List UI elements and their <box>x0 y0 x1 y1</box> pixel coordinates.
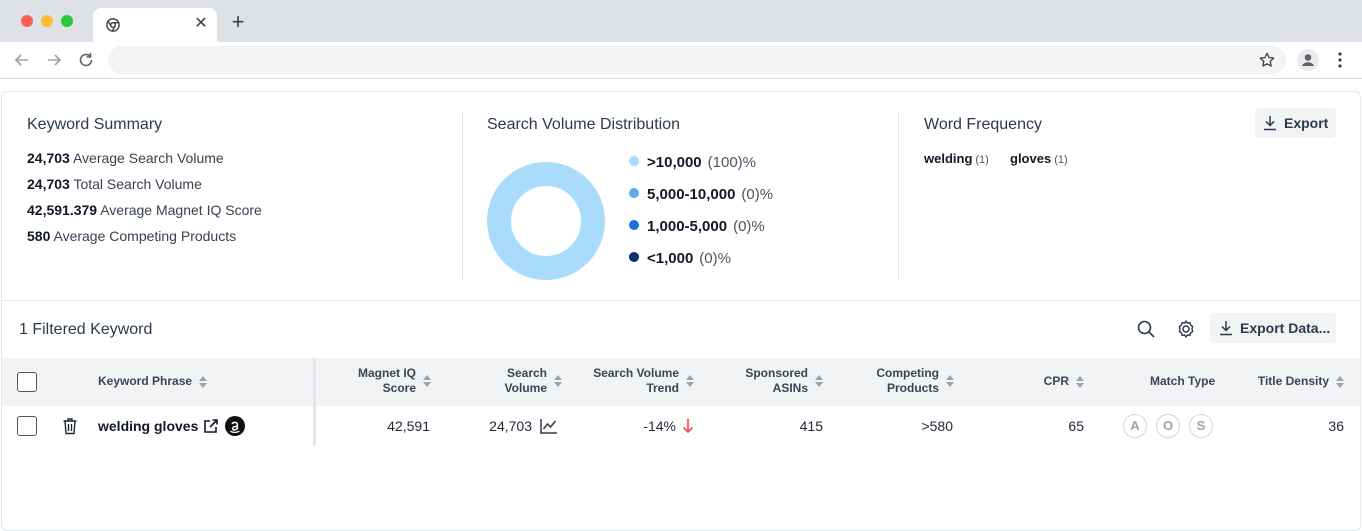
sponsored-asins: 415 <box>799 418 823 434</box>
section-divider <box>462 112 463 280</box>
trend-chart-icon[interactable] <box>540 418 558 434</box>
distribution-donut-chart <box>487 162 605 280</box>
match-type-badge[interactable]: A <box>1123 414 1147 438</box>
external-link-icon[interactable] <box>203 418 219 434</box>
column-header-title-density[interactable]: Title Density <box>1242 374 1344 389</box>
sort-icon[interactable] <box>1076 375 1084 389</box>
keyword-results-card: Keyword Summary 24,703 Average Search Vo… <box>1 91 1361 531</box>
trend-down-arrow-icon <box>682 419 694 434</box>
search-volume-trend: -14% <box>643 418 676 434</box>
settings-gear-icon[interactable] <box>1176 319 1196 339</box>
title-density: 36 <box>1328 418 1344 434</box>
maximize-window-button[interactable] <box>61 15 73 27</box>
section-divider <box>2 300 1360 301</box>
legend-item-over-10000: >10,000 (100)% <box>629 154 756 171</box>
reload-icon[interactable] <box>76 50 96 70</box>
column-header-search-volume[interactable]: Search Volume <box>472 366 562 396</box>
amazon-icon[interactable] <box>225 416 245 436</box>
search-icon[interactable] <box>1136 319 1156 339</box>
forward-arrow-icon[interactable] <box>44 50 64 70</box>
browser-tab-bar: ✕ + <box>0 0 1362 42</box>
column-header-search-volume-trend[interactable]: Search Volume Trend <box>582 366 694 396</box>
tab-close-icon[interactable]: ✕ <box>194 15 208 32</box>
stat-total-search-volume: 24,703 Total Search Volume <box>27 176 202 192</box>
stat-average-magnet-iq-score: 42,591.379 Average Magnet IQ Score <box>27 202 262 218</box>
legend-dot <box>629 188 639 198</box>
chrome-icon <box>106 18 120 32</box>
sticky-column-divider <box>313 358 316 446</box>
competing-products: >580 <box>921 418 953 434</box>
word-frequency-title: Word Frequency <box>924 116 1042 133</box>
browser-menu-icon[interactable] <box>1332 51 1348 69</box>
address-bar[interactable] <box>108 46 1286 74</box>
download-icon <box>1264 116 1276 131</box>
row-select-checkbox[interactable] <box>17 416 37 436</box>
delete-trash-icon[interactable] <box>62 417 78 435</box>
table-header: Keyword Phrase Magnet IQ Score Search Volu… <box>2 358 1360 406</box>
magnet-iq-score: 42,591 <box>387 418 430 434</box>
browser-toolbar <box>0 42 1362 79</box>
stat-average-search-volume: 24,703 Average Search Volume <box>27 150 224 166</box>
match-type-badge[interactable]: S <box>1189 414 1213 438</box>
keyword-summary: Keyword Summary 24,703 Average Search Vo… <box>27 116 447 244</box>
export-data-button[interactable]: Export Data... <box>1210 313 1336 343</box>
distribution-title: Search Volume Distribution <box>487 116 680 133</box>
match-type-badge[interactable]: O <box>1156 414 1180 438</box>
filtered-keyword-count: 1 Filtered Keyword <box>19 321 153 338</box>
select-all-checkbox[interactable] <box>17 372 37 392</box>
keyword-phrase: welding gloves <box>98 418 199 434</box>
sort-icon[interactable] <box>946 374 954 388</box>
download-icon <box>1220 321 1232 336</box>
section-divider <box>898 112 899 280</box>
column-header-keyword-phrase[interactable]: Keyword Phrase <box>98 374 208 389</box>
legend-dot <box>629 220 639 230</box>
column-header-cpr[interactable]: CPR <box>1002 374 1084 389</box>
column-header-match-type: Match Type <box>1150 374 1216 388</box>
keyword-summary-title: Keyword Summary <box>27 116 163 133</box>
word-frequency: Word Frequency welding (1) gloves (1) <box>924 116 1354 166</box>
export-button[interactable]: Export <box>1255 108 1336 138</box>
back-arrow-icon[interactable] <box>12 50 32 70</box>
minimize-window-button[interactable] <box>41 15 53 27</box>
legend-dot <box>629 252 639 262</box>
donut-slice-over-10000 <box>487 162 605 280</box>
search-volume-distribution: Search Volume Distribution >10,000 (100)%… <box>487 116 887 286</box>
browser-tab[interactable]: ✕ <box>93 8 217 42</box>
stat-average-competing-products: 580 Average Competing Products <box>27 228 237 244</box>
sort-icon[interactable] <box>686 374 694 388</box>
bookmark-star-icon[interactable] <box>1258 51 1276 69</box>
column-header-sponsored-asins[interactable]: Sponsored ASINs <box>722 366 823 396</box>
column-header-magnet-iq-score[interactable]: Magnet IQ Score <box>342 366 431 396</box>
search-volume: 24,703 <box>489 418 532 434</box>
word-chip: welding (1) <box>924 151 989 166</box>
sort-icon[interactable] <box>199 375 208 389</box>
sort-icon[interactable] <box>1336 375 1344 389</box>
word-chip: gloves (1) <box>1010 151 1068 166</box>
table-row: welding gloves 42,591 24,703 -14% 415 >5… <box>2 406 1360 446</box>
profile-avatar-icon[interactable] <box>1297 49 1319 71</box>
sort-icon[interactable] <box>423 374 431 388</box>
new-tab-button[interactable]: + <box>231 9 245 34</box>
legend-item-1000-5000: 1,000-5,000 (0)% <box>629 218 765 235</box>
column-header-competing-products[interactable]: Competing Products <box>852 366 954 396</box>
legend-dot <box>629 156 639 166</box>
close-window-button[interactable] <box>21 15 33 27</box>
legend-item-under-1000: <1,000 (0)% <box>629 250 731 267</box>
sort-icon[interactable] <box>815 374 823 388</box>
legend-item-5000-10000: 5,000-10,000 (0)% <box>629 186 773 203</box>
sort-icon[interactable] <box>554 374 562 388</box>
cpr-value: 65 <box>1068 418 1084 434</box>
